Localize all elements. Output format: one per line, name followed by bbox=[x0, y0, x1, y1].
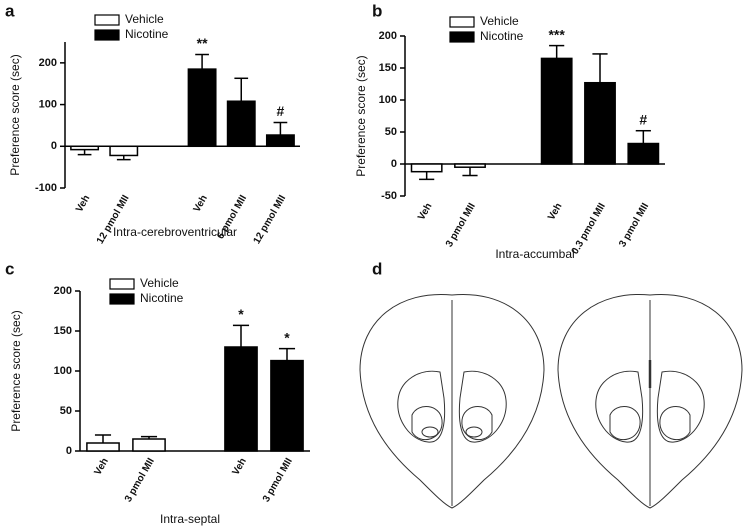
bar bbox=[226, 100, 256, 148]
significance-marker: # bbox=[639, 111, 647, 127]
x-tick-label: 0.3 pmol MII bbox=[570, 201, 608, 256]
x-axis-label: Intra-accumbal bbox=[495, 247, 574, 261]
x-axis-label: Intra-septal bbox=[160, 512, 220, 526]
y-axis-label: Preference score (sec) bbox=[354, 55, 368, 176]
brain-sections bbox=[359, 293, 743, 509]
y-tick-label: 150 bbox=[54, 325, 72, 337]
bar bbox=[265, 134, 295, 148]
significance-marker: * bbox=[238, 306, 244, 322]
bar bbox=[109, 145, 139, 157]
panel-label: b bbox=[372, 1, 382, 20]
y-axis-label: Preference score (sec) bbox=[8, 54, 22, 175]
panel-label: c bbox=[5, 259, 14, 278]
bar bbox=[224, 346, 258, 452]
y-tick-label: 200 bbox=[54, 285, 72, 297]
x-tick-label: Veh bbox=[546, 201, 564, 222]
panel-label: a bbox=[5, 1, 15, 20]
y-tick-label: 0 bbox=[66, 445, 72, 457]
significance-marker: # bbox=[277, 103, 285, 119]
y-tick-label: 50 bbox=[60, 405, 72, 417]
x-tick-label: 3 pmol MII bbox=[617, 201, 651, 249]
bar bbox=[86, 442, 120, 452]
x-tick-label: 12 pmol MII bbox=[252, 193, 289, 246]
panel-label: d bbox=[372, 259, 382, 278]
legend-label: Nicotine bbox=[125, 27, 169, 41]
x-tick-label: Veh bbox=[92, 456, 110, 477]
y-tick-label: 50 bbox=[385, 126, 397, 138]
significance-marker: ** bbox=[197, 35, 208, 51]
x-tick-label: Veh bbox=[230, 456, 248, 477]
bar bbox=[454, 163, 486, 168]
bar bbox=[70, 145, 100, 151]
legend-swatch bbox=[449, 16, 475, 28]
legend-swatch bbox=[449, 31, 475, 43]
bar bbox=[410, 163, 443, 173]
significance-marker: *** bbox=[548, 26, 565, 42]
y-axis-label: Preference score (sec) bbox=[9, 310, 23, 431]
bar bbox=[187, 68, 217, 148]
bar bbox=[132, 438, 166, 452]
legend-label: Vehicle bbox=[125, 12, 164, 26]
legend-swatch bbox=[94, 29, 120, 41]
y-tick-label: 0 bbox=[51, 140, 57, 152]
x-tick-label: Veh bbox=[416, 201, 434, 222]
y-tick-label: 150 bbox=[379, 62, 397, 74]
brain-section bbox=[359, 293, 545, 509]
y-tick-label: 100 bbox=[379, 94, 397, 106]
brain-section bbox=[557, 293, 743, 509]
legend-swatch bbox=[109, 293, 135, 305]
x-tick-label: 3 pmol MII bbox=[123, 456, 157, 504]
y-tick-label: 200 bbox=[379, 30, 397, 42]
legend-label: Nicotine bbox=[140, 291, 184, 305]
y-tick-label: 100 bbox=[54, 365, 72, 377]
legend-label: Vehicle bbox=[480, 14, 519, 28]
y-tick-label: 0 bbox=[391, 158, 397, 170]
y-tick-label: 200 bbox=[39, 57, 57, 69]
legend-swatch bbox=[109, 278, 135, 290]
x-axis-label: Intra-cerebroventricular bbox=[113, 225, 237, 239]
x-tick-label: Veh bbox=[74, 193, 92, 214]
x-tick-label: 3 pmol MII bbox=[261, 456, 295, 504]
bar bbox=[584, 81, 616, 165]
y-tick-label: -100 bbox=[35, 182, 57, 194]
legend-label: Vehicle bbox=[140, 276, 179, 290]
x-tick-label: 3 pmol MII bbox=[444, 201, 478, 249]
x-tick-label: Veh bbox=[192, 193, 210, 214]
legend-swatch bbox=[94, 14, 120, 26]
bar bbox=[270, 359, 304, 452]
significance-marker: * bbox=[284, 329, 290, 345]
bar bbox=[627, 142, 660, 165]
y-tick-label: -50 bbox=[381, 190, 397, 202]
bar bbox=[540, 57, 573, 165]
legend-label: Nicotine bbox=[480, 29, 524, 43]
y-tick-label: 100 bbox=[39, 98, 57, 110]
